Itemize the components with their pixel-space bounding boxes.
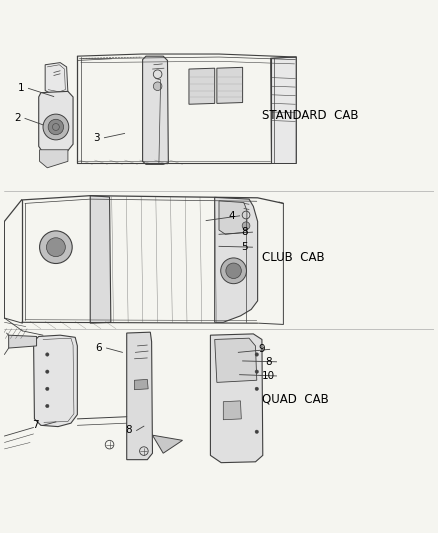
Text: 6: 6 <box>95 343 102 353</box>
Circle shape <box>46 238 65 256</box>
Circle shape <box>255 387 258 391</box>
Circle shape <box>39 231 72 263</box>
Text: STANDARD  CAB: STANDARD CAB <box>262 109 358 122</box>
Text: 3: 3 <box>93 133 100 143</box>
Polygon shape <box>215 197 258 322</box>
Polygon shape <box>210 334 263 463</box>
Polygon shape <box>45 62 68 95</box>
Polygon shape <box>127 332 152 459</box>
Circle shape <box>153 82 162 91</box>
Circle shape <box>255 370 258 374</box>
Circle shape <box>255 430 258 433</box>
Polygon shape <box>271 57 296 164</box>
Text: 8: 8 <box>241 227 248 237</box>
Circle shape <box>43 114 69 140</box>
Circle shape <box>46 370 49 374</box>
Polygon shape <box>90 196 111 323</box>
Text: 7: 7 <box>32 421 39 430</box>
Text: 9: 9 <box>258 344 265 354</box>
Text: 5: 5 <box>241 242 248 252</box>
Circle shape <box>242 222 250 230</box>
Polygon shape <box>143 56 168 164</box>
Polygon shape <box>219 201 247 235</box>
Text: 1: 1 <box>18 83 24 93</box>
Circle shape <box>46 353 49 356</box>
Polygon shape <box>39 150 68 168</box>
Circle shape <box>48 119 64 135</box>
Text: CLUB  CAB: CLUB CAB <box>262 251 325 263</box>
Polygon shape <box>34 335 78 426</box>
Text: 8: 8 <box>265 357 272 367</box>
Circle shape <box>226 263 241 279</box>
Polygon shape <box>134 379 148 390</box>
Text: 8: 8 <box>126 425 132 435</box>
Circle shape <box>221 258 247 284</box>
Polygon shape <box>223 401 241 420</box>
Text: 4: 4 <box>229 211 235 221</box>
Text: 10: 10 <box>262 371 276 381</box>
Polygon shape <box>189 68 215 104</box>
Circle shape <box>46 387 49 391</box>
Polygon shape <box>217 67 243 103</box>
Text: QUAD  CAB: QUAD CAB <box>262 392 328 405</box>
Polygon shape <box>9 335 36 348</box>
Circle shape <box>255 353 258 356</box>
Text: 2: 2 <box>14 114 21 124</box>
Polygon shape <box>152 435 183 453</box>
Polygon shape <box>215 338 257 382</box>
Polygon shape <box>39 91 73 155</box>
Circle shape <box>46 405 49 408</box>
